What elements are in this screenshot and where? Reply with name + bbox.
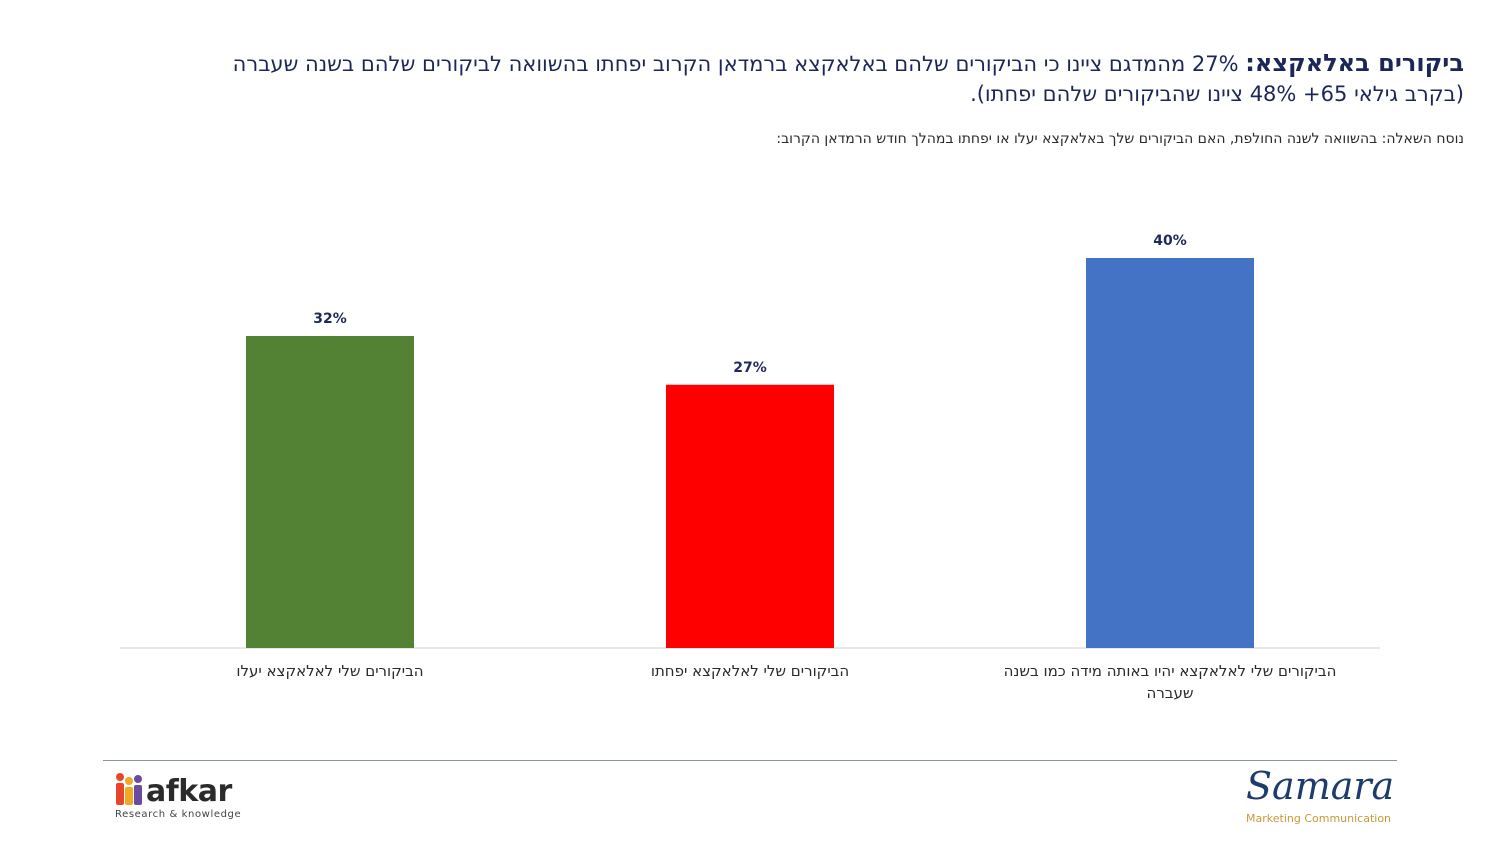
bar-1 <box>246 336 414 648</box>
afkar-people-icon <box>116 773 142 805</box>
title-bold: ביקורים באלאקצא: <box>1245 49 1464 77</box>
category-label-1: הביקורים שלי לאלאקצא יעלו <box>236 662 423 680</box>
title-rest: 27% מהמדגם ציינו כי הביקורים שלהם באלאקצ… <box>232 52 1239 76</box>
category-label-2: הביקורים שלי לאלאקצא יפחתו <box>651 662 849 680</box>
data-label-3: 40% <box>1153 233 1187 249</box>
afkar-logo-text: afkar <box>146 774 232 809</box>
samara-logo: Samara Marketing Communication <box>1240 762 1400 832</box>
title-line-1: ביקורים באלאקצא: 27% מהמדגם ציינו כי הבי… <box>232 49 1464 77</box>
bar-chart: 32% הביקורים שלי לאלאקצא יעלו 27% הביקורים … <box>120 233 1380 702</box>
afkar-logo: afkar Research & knowledge <box>114 768 264 828</box>
page-title: ביקורים באלאקצא: 27% מהמדגם ציינו כי הבי… <box>104 48 1464 109</box>
samara-logo-text: Samara <box>1246 764 1395 808</box>
data-label-2: 27% <box>733 360 767 376</box>
category-label-3-line-2: שעברה <box>1147 684 1194 702</box>
footer-divider <box>103 760 1397 761</box>
samara-logo-subtitle: Marketing Communication <box>1246 812 1392 825</box>
bar-3 <box>1086 258 1254 648</box>
category-label-3-line-1: הביקורים שלי לאלאקצא יהיו באותה מידה כמו… <box>1004 662 1337 680</box>
title-line-2: (בקרב גילאי 65+ 48% ציינו שהביקורים שלהם… <box>970 82 1464 106</box>
bar-2 <box>666 384 834 648</box>
afkar-logo-subtitle: Research & knowledge <box>115 809 242 820</box>
question-text: נוסח השאלה: בהשוואה לשנה החולפת, האם הבי… <box>776 131 1464 147</box>
data-label-1: 32% <box>313 311 347 327</box>
